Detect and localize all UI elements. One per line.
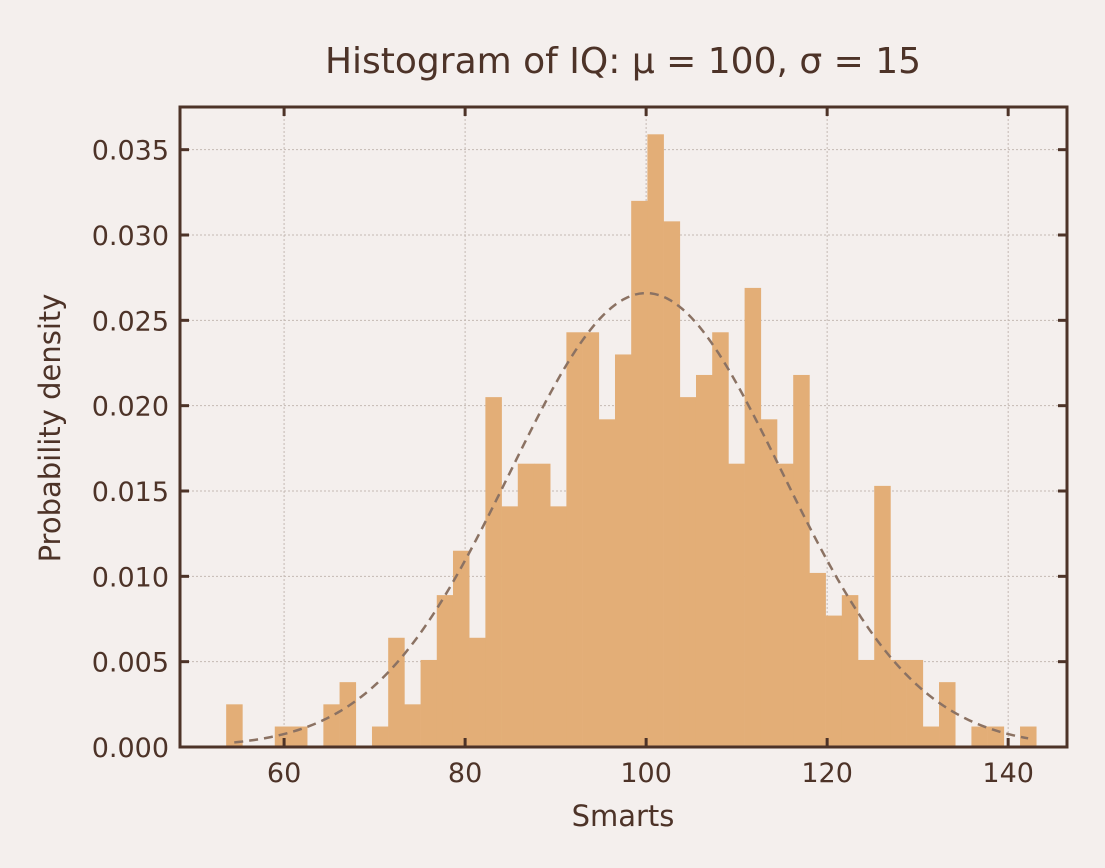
y-tick-label: 0.005 xyxy=(92,648,169,679)
histogram-bar xyxy=(371,726,389,747)
histogram-bar xyxy=(858,659,875,747)
histogram-bar xyxy=(760,419,778,747)
y-tick-label: 0.020 xyxy=(92,392,169,423)
histogram-bar xyxy=(420,659,438,747)
plot-frame xyxy=(178,105,1069,749)
histogram-bar xyxy=(712,332,729,747)
histogram-bar xyxy=(874,485,891,747)
histogram-bars xyxy=(226,134,1037,748)
histogram-bar xyxy=(226,704,243,747)
histogram-bar xyxy=(809,572,826,747)
histogram-bar xyxy=(890,659,907,747)
y-axis-label: Probability density xyxy=(33,294,67,563)
histogram-bar xyxy=(614,354,632,747)
histogram-bar xyxy=(695,374,713,747)
histogram-bar xyxy=(550,506,567,747)
histogram-bar xyxy=(452,550,470,747)
x-tick-label: 120 xyxy=(801,758,853,789)
histogram-bar xyxy=(404,704,421,747)
x-tick-label: 60 xyxy=(267,758,301,789)
histogram-bar xyxy=(274,726,292,747)
y-tick-label: 0.010 xyxy=(92,562,169,593)
histogram-bar xyxy=(1020,726,1037,747)
histogram-bar xyxy=(582,332,600,747)
y-tick-label: 0.030 xyxy=(92,221,169,252)
histogram-bar xyxy=(679,397,697,747)
histogram-bar xyxy=(631,200,648,747)
histogram-bar xyxy=(339,682,357,747)
y-tick-labels: 0.000 0.005 0.010 0.015 0.020 0.025 0.030 0.035 xyxy=(92,136,169,764)
y-tick-label: 0.035 xyxy=(92,136,169,167)
x-tick-label: 80 xyxy=(448,758,482,789)
histogram-bar xyxy=(971,726,988,747)
x-tick-labels: 60 80 100 120 140 xyxy=(267,758,1034,789)
histogram-bar xyxy=(388,637,405,747)
histogram-bar xyxy=(517,463,535,747)
histogram-bar xyxy=(841,595,859,747)
x-tick-label: 140 xyxy=(982,758,1034,789)
histogram-bar xyxy=(323,704,340,747)
y-tick-label: 0.025 xyxy=(92,306,169,337)
y-tick-label: 0.000 xyxy=(92,733,169,764)
histogram-bar xyxy=(469,637,486,747)
histogram-bar xyxy=(825,615,843,747)
histogram-bar xyxy=(485,397,502,747)
histogram-bar xyxy=(777,463,794,747)
y-tick-label: 0.015 xyxy=(92,477,169,508)
axis-ticks xyxy=(180,107,1067,749)
histogram-bar xyxy=(663,221,681,747)
histogram-bar xyxy=(566,332,583,747)
histogram-bar xyxy=(728,463,745,747)
histogram-bar xyxy=(501,506,519,747)
histogram-bar xyxy=(922,726,940,747)
chart-title: Histogram of IQ: μ = 100, σ = 15 xyxy=(325,41,921,82)
histogram-bar xyxy=(647,134,664,748)
histogram-bar xyxy=(939,682,956,747)
histogram-bar xyxy=(906,659,924,747)
x-tick-label: 100 xyxy=(620,758,672,789)
histogram-bar xyxy=(598,419,616,747)
x-axis-label: Smarts xyxy=(572,799,675,833)
histogram-bar xyxy=(533,463,551,747)
histogram-bar xyxy=(793,374,810,747)
normal-fit-curve xyxy=(234,291,1029,744)
histogram-bar xyxy=(744,287,762,747)
histogram-bar xyxy=(436,595,454,747)
